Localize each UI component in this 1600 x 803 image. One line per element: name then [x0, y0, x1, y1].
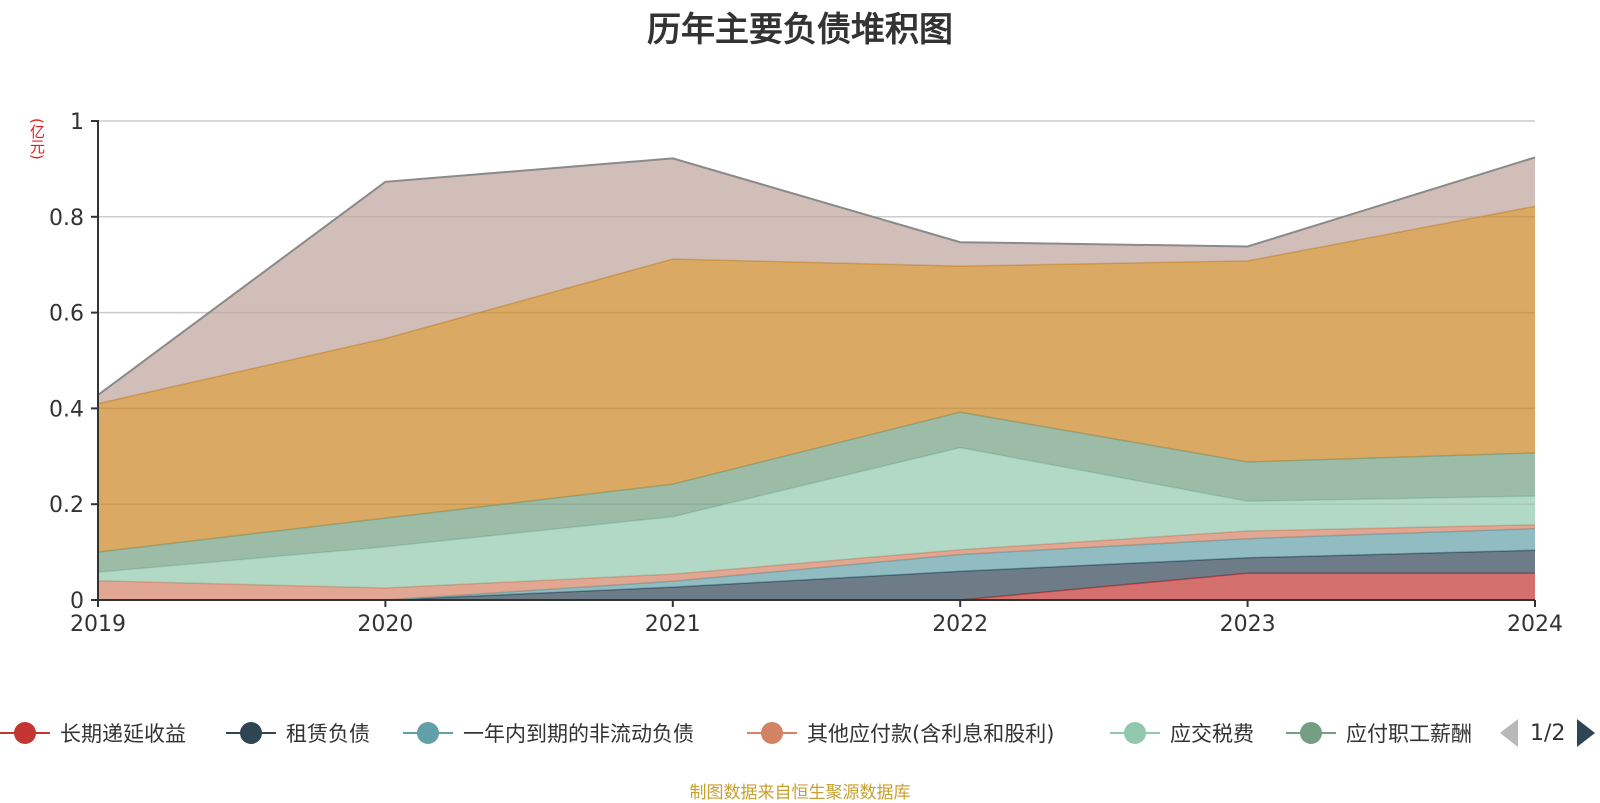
legend-marker-icon — [747, 718, 797, 748]
legend-item[interactable]: 一年内到期的非流动负债 — [403, 715, 694, 751]
y-tick-label: 0.2 — [49, 493, 84, 518]
legend-label: 长期递延收益 — [60, 722, 186, 746]
legend-items-container: 长期递延收益 租赁负债 一年内到期的非流动负债 其他应付款(含利息和股利) 应交税费 应付… — [0, 715, 1480, 755]
area-series-6[interactable] — [98, 412, 1535, 573]
y-tick-label: 0.8 — [49, 206, 84, 231]
x-tick-label: 2020 — [357, 612, 413, 637]
legend-label: 应付职工薪酬 — [1346, 722, 1472, 746]
legend: 长期递延收益 租赁负债 一年内到期的非流动负债 其他应付款(含利息和股利) 应交税费 应付… — [0, 715, 1600, 755]
area-series-group — [97, 156, 1536, 601]
legend-item[interactable]: 租赁负债 — [226, 715, 370, 751]
legend-page-indicator: 1/2 — [1530, 720, 1566, 746]
area-series-3[interactable] — [98, 528, 1535, 600]
legend-item[interactable]: 其他应付款(含利息和股利) — [747, 715, 1054, 751]
y-axis-unit-label: (亿元) — [28, 118, 46, 160]
area-series-2[interactable] — [98, 550, 1535, 600]
y-tick-label: 0 — [70, 589, 84, 614]
legend-label: 其他应付款(含利息和股利) — [807, 722, 1055, 746]
y-tick-label: 0.4 — [49, 397, 84, 422]
legend-marker-icon — [226, 718, 276, 748]
x-tick-label: 2021 — [645, 612, 701, 637]
data-source-note: 制图数据来自恒生聚源数据库 — [689, 783, 911, 803]
axes: 0 0.2 0.4 0.6 0.8 1 2019 2020 2021 2022 2023 2024 — [49, 110, 1563, 637]
legend-pager: 1/2 — [1500, 715, 1596, 751]
legend-marker-icon — [403, 718, 453, 748]
legend-item[interactable]: 应交税费 — [1110, 715, 1254, 751]
area-series-8[interactable] — [98, 157, 1535, 404]
legend-label: 租赁负债 — [286, 722, 370, 746]
x-tick-label: 2022 — [932, 612, 988, 637]
total-outline — [97, 156, 1536, 396]
x-tick-label: 2024 — [1507, 612, 1563, 637]
stacked-area-chart: 0 0.2 0.4 0.6 0.8 1 2019 2020 2021 2022 2023 2024 — [49, 110, 1563, 637]
legend-prev-page-icon[interactable] — [1500, 719, 1518, 747]
legend-marker-icon — [0, 718, 50, 748]
legend-item[interactable]: 长期递延收益 — [0, 715, 186, 751]
y-tick-label: 1 — [70, 110, 84, 135]
area-series-5[interactable] — [98, 447, 1535, 588]
legend-label: 应交税费 — [1170, 722, 1254, 746]
x-tick-label: 2023 — [1220, 612, 1276, 637]
legend-label: 一年内到期的非流动负债 — [463, 722, 694, 746]
legend-item[interactable]: 应付职工薪酬 — [1286, 715, 1472, 751]
area-series-7[interactable] — [98, 206, 1535, 553]
chart-title: 历年主要负债堆积图 — [647, 10, 953, 50]
x-tick-label: 2019 — [70, 612, 126, 637]
legend-marker-icon — [1110, 718, 1160, 748]
legend-next-page-icon[interactable] — [1577, 719, 1596, 747]
legend-marker-icon — [1286, 718, 1336, 748]
y-tick-label: 0.6 — [49, 302, 84, 327]
